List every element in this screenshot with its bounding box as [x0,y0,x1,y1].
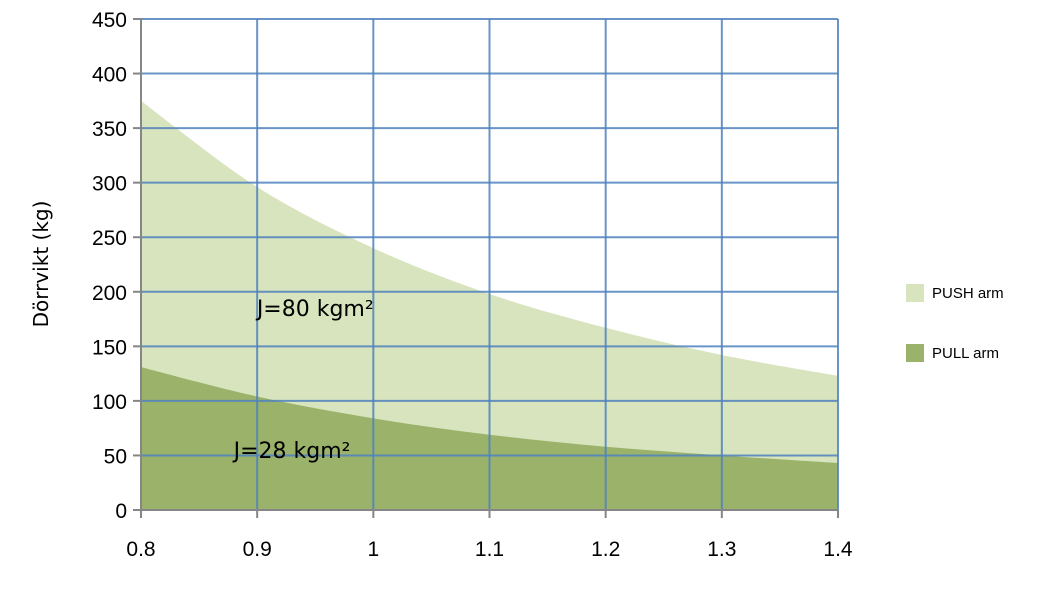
legend-label-pull: PULL arm [932,344,999,362]
legend: PUSH arm PULL arm [906,282,1046,402]
y-tick-label: 450 [92,9,127,32]
x-tick-label: 1.4 [823,538,853,561]
annotation-label-push: J=80 kgm² [255,297,374,322]
y-tick-label: 200 [92,282,127,305]
y-tick-label: 50 [104,445,127,468]
y-tick-label: 0 [115,500,127,523]
y-tick-label: 400 [92,64,127,87]
y-tick-label: 250 [92,227,127,250]
legend-label-push: PUSH arm [932,284,1004,302]
y-axis-label: Dörrvikt (kg) [29,201,53,328]
y-tick-label: 150 [92,336,127,359]
y-tick-label: 300 [92,173,127,196]
legend-swatch-pull [906,344,924,362]
x-tick-label: 1.1 [475,538,504,561]
x-tick-label: 0.8 [126,538,155,561]
tick-labels: 0 50 100 150 200 250 300 350 400 450 0.8 0.9 1 1.1 1.2… [92,9,853,561]
legend-item-pull: PULL arm [906,342,1046,364]
grid-lines [141,18,839,510]
x-tick-label: 0.9 [243,538,272,561]
x-tick-label: 1 [367,538,379,561]
y-tick-label: 100 [92,391,127,414]
axes [133,18,839,518]
legend-swatch-push [906,284,924,302]
annotation-label-pull: J=28 kgm² [232,439,351,464]
y-tick-label: 350 [92,118,127,141]
annotations: J=80 kgm² J=28 kgm² [232,297,374,464]
x-tick-label: 1.2 [591,538,620,561]
x-tick-label: 1.3 [707,538,736,561]
legend-item-push: PUSH arm [906,282,1046,304]
